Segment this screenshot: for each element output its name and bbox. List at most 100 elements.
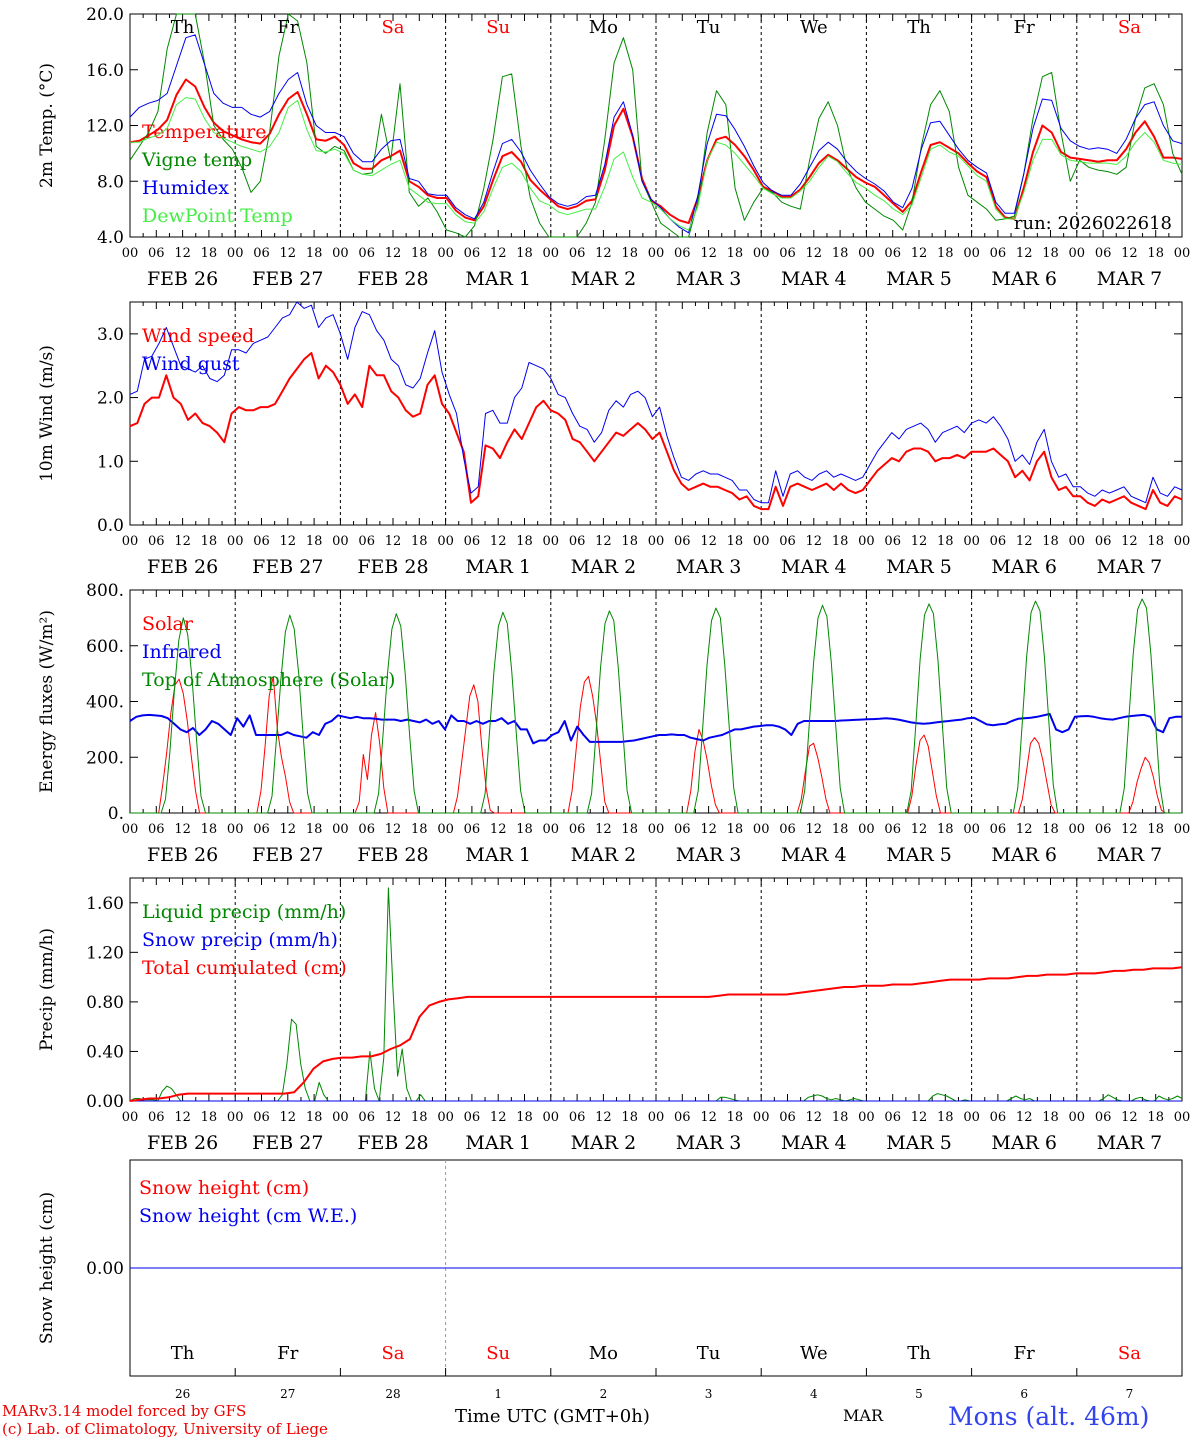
weekday-label: Tu [697, 1343, 721, 1364]
date-label: MAR 3 [676, 844, 742, 866]
day-number-label: 28 [385, 1387, 400, 1401]
hour-tick-label: 06 [884, 534, 901, 549]
day-number-label: 7 [1126, 1387, 1134, 1401]
legend-entry: Snow height (cm W.E.) [139, 1205, 357, 1227]
y-tick-label: 12.0 [86, 117, 124, 137]
hour-tick-label: 06 [358, 1110, 375, 1125]
time-axis-label: Time UTC (GMT+0h) [455, 1406, 650, 1427]
hour-tick-label: 18 [1042, 534, 1059, 549]
weekday-label: Th [907, 1343, 931, 1364]
day-number-label: 5 [915, 1387, 923, 1401]
legend-entry: Total cumulated (cm) [142, 957, 347, 979]
series-line-wind-gust [129, 301, 1183, 504]
hour-tick-label: 18 [411, 822, 428, 837]
date-label: MAR 1 [465, 268, 531, 290]
hour-tick-label: 12 [595, 246, 612, 261]
hour-tick-label: 18 [1042, 246, 1059, 261]
date-label: MAR 7 [1097, 844, 1163, 866]
legend-entry: Snow precip (mm/h) [142, 929, 338, 951]
weekday-label: Tu [697, 17, 721, 38]
day-number-label: 1 [494, 1387, 502, 1401]
weekday-label: Su [486, 1343, 510, 1364]
hour-tick-label: 00 [332, 534, 349, 549]
hour-tick-label: 06 [674, 246, 691, 261]
hour-tick-label: 12 [1121, 246, 1138, 261]
hour-tick-label: 06 [674, 822, 691, 837]
hour-tick-label: 06 [569, 1110, 586, 1125]
hour-tick-label: 00 [963, 1110, 980, 1125]
day-number-label: 6 [1020, 1387, 1028, 1401]
date-label: MAR 1 [465, 1132, 531, 1154]
hour-tick-label: 00 [227, 822, 244, 837]
hour-tick-label: 12 [911, 246, 928, 261]
hour-tick-label: 12 [280, 1110, 297, 1125]
y-tick-label: 600. [86, 637, 124, 657]
panel-snow: 0.00 Snow height (cm) Snow height (cm) Snow… [37, 1159, 1183, 1401]
hour-tick-label: 12 [806, 246, 823, 261]
hour-tick-label: 06 [464, 534, 481, 549]
hour-tick-label: 00 [858, 822, 875, 837]
y-tick-label: 0. [108, 804, 124, 824]
hour-tick-label: 18 [201, 534, 218, 549]
hour-tick-label: 18 [1042, 1110, 1059, 1125]
hour-tick-label: 00 [543, 246, 560, 261]
weekday-label: Sa [381, 1343, 404, 1364]
weekday-label: Th [171, 17, 195, 38]
legend-entry: Humidex [142, 177, 229, 199]
hour-tick-label: 18 [621, 246, 638, 261]
legend-entry: Temperature [142, 121, 266, 143]
hour-tick-label: 00 [1174, 1110, 1191, 1125]
hour-tick-label: 06 [779, 246, 796, 261]
legend-entry: Liquid precip (mm/h) [142, 901, 346, 923]
hour-tick-label: 00 [1069, 534, 1086, 549]
hour-tick-label: 06 [990, 534, 1007, 549]
date-label: FEB 26 [147, 844, 218, 866]
hour-tick-label: 06 [464, 822, 481, 837]
hour-tick-label: 18 [937, 246, 954, 261]
hour-tick-label: 18 [1042, 822, 1059, 837]
hour-tick-label: 00 [1069, 1110, 1086, 1125]
date-label: MAR 1 [465, 556, 531, 578]
date-label: MAR 6 [991, 268, 1057, 290]
date-label: MAR 2 [571, 844, 637, 866]
hour-tick-label: 00 [122, 822, 139, 837]
month-label: MAR [843, 1406, 883, 1425]
hour-tick-label: 12 [911, 1110, 928, 1125]
hour-tick-label: 18 [411, 246, 428, 261]
hour-tick-label: 18 [1147, 534, 1164, 549]
hour-tick-label: 00 [122, 1110, 139, 1125]
panel-frame [129, 301, 1183, 526]
hour-tick-label: 18 [1147, 1110, 1164, 1125]
date-label: MAR 5 [886, 844, 952, 866]
hour-tick-label: 18 [937, 1110, 954, 1125]
date-label: MAR 3 [676, 1132, 742, 1154]
hour-tick-label: 06 [253, 822, 270, 837]
hour-tick-label: 06 [990, 1110, 1007, 1125]
day-number-label: 27 [280, 1387, 295, 1401]
lab-credit: (c) Lab. of Climatology, University of L… [2, 1420, 328, 1438]
hour-tick-label: 12 [911, 534, 928, 549]
hour-tick-label: 18 [516, 1110, 533, 1125]
y-tick-label: 4.0 [97, 228, 124, 248]
legend-entry: Solar [142, 613, 194, 635]
panel-precip: 0.00 0.40 0.80 1.20 1.60 Precip (mm/h) Liquid … [37, 877, 1191, 1154]
hour-tick-label: 18 [727, 246, 744, 261]
hour-tick-label: 12 [1121, 822, 1138, 837]
hour-tick-label: 12 [700, 534, 717, 549]
weekday-label: Mo [589, 1343, 618, 1364]
hour-tick-label: 06 [990, 246, 1007, 261]
hour-tick-label: 00 [648, 534, 665, 549]
date-label: MAR 7 [1097, 268, 1163, 290]
date-label: FEB 27 [252, 268, 323, 290]
hour-tick-label: 00 [963, 246, 980, 261]
hour-tick-label: 06 [464, 246, 481, 261]
hour-tick-label: 06 [779, 1110, 796, 1125]
hour-tick-label: 06 [674, 1110, 691, 1125]
hour-tick-label: 18 [832, 246, 849, 261]
hour-tick-label: 00 [332, 1110, 349, 1125]
legend-entry: Wind speed [142, 325, 254, 347]
hour-tick-label: 12 [174, 534, 191, 549]
hour-tick-label: 18 [411, 534, 428, 549]
hour-tick-label: 06 [884, 246, 901, 261]
hour-tick-label: 18 [937, 822, 954, 837]
